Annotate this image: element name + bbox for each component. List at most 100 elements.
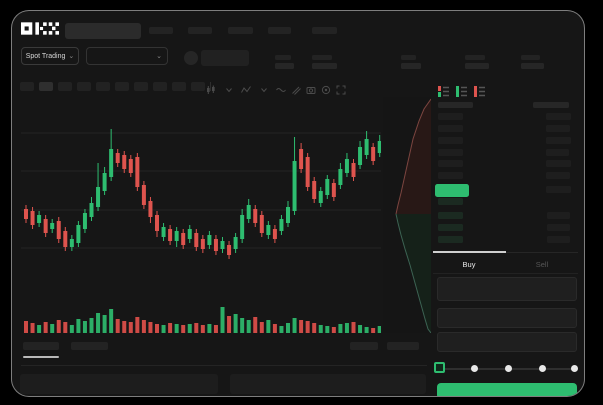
- bottom-tab-placeholder[interactable]: [71, 342, 108, 350]
- bottom-panel-placeholder: [230, 374, 426, 394]
- market-stat: [275, 55, 294, 69]
- pair-name-placeholder: [201, 50, 249, 66]
- bid-size-placeholder: [547, 236, 570, 243]
- timeframe-pill[interactable]: [172, 82, 186, 91]
- settings-icon[interactable]: [321, 82, 331, 95]
- ask-size-placeholder: [546, 172, 570, 179]
- slider-stop-dot[interactable]: [539, 365, 546, 372]
- bid-size-placeholder: [547, 212, 570, 219]
- book-both-icon[interactable]: [438, 84, 449, 97]
- coin-icon: [184, 51, 198, 65]
- market-stat: [465, 55, 489, 69]
- spot-trading-dropdown[interactable]: Spot Trading ⌄: [21, 47, 79, 65]
- buy-tab-active-indicator: [433, 251, 506, 253]
- chevron-down-icon: ⌄: [68, 52, 75, 60]
- toolbar-divider: [210, 82, 211, 91]
- ask-size-placeholder: [546, 160, 571, 167]
- ask-size-placeholder: [546, 149, 569, 156]
- ask-price-placeholder[interactable]: [438, 172, 463, 179]
- ask-size-placeholder: [546, 113, 571, 120]
- orderbook-header-size: [533, 102, 569, 108]
- bid-price-placeholder[interactable]: [438, 212, 463, 219]
- timeframe-pill[interactable]: [77, 82, 91, 91]
- stat-label-placeholder: [521, 55, 540, 60]
- slider-stop-dot[interactable]: [505, 365, 512, 372]
- trade-input-field[interactable]: [437, 332, 577, 352]
- timeframe-pill[interactable]: [115, 82, 129, 91]
- ask-size-placeholder: [546, 125, 570, 132]
- stat-value-placeholder: [401, 63, 421, 69]
- search-input[interactable]: [65, 23, 141, 39]
- camera-icon[interactable]: [306, 82, 316, 94]
- chart-type-icon[interactable]: [206, 82, 216, 94]
- nav-item-placeholder[interactable]: [188, 27, 212, 34]
- trade-form-divider: [433, 273, 578, 274]
- nav-item-placeholder[interactable]: [228, 27, 253, 34]
- tab-sell[interactable]: Sell: [506, 257, 578, 271]
- stat-value-placeholder: [465, 63, 489, 69]
- fullscreen-icon[interactable]: [336, 82, 346, 95]
- chevron-down-icon[interactable]: [224, 82, 234, 93]
- stat-label-placeholder: [465, 55, 485, 60]
- tab-buy[interactable]: Buy: [433, 257, 505, 271]
- timeframe-pill[interactable]: [58, 82, 72, 91]
- timeframe-pill[interactable]: [96, 82, 110, 91]
- stat-value-placeholder: [312, 63, 337, 69]
- book-asks-icon[interactable]: [474, 84, 485, 97]
- buy-tab-label: Buy: [462, 259, 476, 269]
- ask-size-placeholder: [546, 186, 571, 193]
- bid-price-placeholder[interactable]: [438, 198, 463, 205]
- bottom-tab-placeholder[interactable]: [23, 342, 59, 350]
- buy-button[interactable]: [437, 383, 577, 396]
- timeframe-pill[interactable]: [153, 82, 167, 91]
- bottom-panel-placeholder: [20, 374, 218, 394]
- book-bids-icon[interactable]: [456, 84, 467, 97]
- sell-tab-label: Sell: [535, 259, 549, 269]
- bid-price-placeholder[interactable]: [438, 236, 463, 243]
- candlestick-chart[interactable]: [21, 95, 381, 340]
- amount-slider-handle[interactable]: [434, 362, 445, 373]
- chevron-down-icon[interactable]: [259, 82, 269, 93]
- draw-icon[interactable]: [291, 82, 301, 95]
- stat-label-placeholder: [312, 55, 332, 60]
- nav-item-placeholder[interactable]: [149, 27, 173, 34]
- trade-input-field[interactable]: [437, 277, 577, 301]
- timeframe-pill[interactable]: [191, 82, 205, 91]
- stat-label-placeholder: [275, 55, 291, 60]
- timeframe-pill[interactable]: [20, 82, 34, 91]
- timeframe-pill[interactable]: [134, 82, 148, 91]
- bottom-divider: [21, 365, 427, 366]
- timeframe-pill[interactable]: [39, 82, 53, 91]
- stat-label-placeholder: [401, 55, 416, 60]
- bid-price-placeholder[interactable]: [438, 224, 463, 231]
- market-stat: [401, 55, 421, 69]
- pair-select-dropdown[interactable]: ⌄: [86, 47, 168, 65]
- last-price-indicator[interactable]: [435, 184, 469, 197]
- chevron-down-icon: ⌄: [156, 53, 162, 60]
- bottom-action-placeholder[interactable]: [350, 342, 378, 350]
- line-tool-icon[interactable]: [276, 82, 286, 92]
- ask-size-placeholder: [546, 137, 571, 144]
- nav-item-placeholder[interactable]: [268, 27, 291, 34]
- stat-value-placeholder: [521, 63, 544, 69]
- ask-price-placeholder[interactable]: [438, 113, 463, 120]
- ask-price-placeholder[interactable]: [438, 160, 463, 167]
- spot-trading-label: Spot Trading: [25, 52, 66, 60]
- okx-logo-icon: [21, 22, 59, 35]
- bottom-action-placeholder[interactable]: [387, 342, 419, 350]
- okx-logo[interactable]: [21, 22, 59, 35]
- depth-chart: [383, 97, 431, 333]
- trade-input-field[interactable]: [437, 308, 577, 328]
- stat-value-placeholder: [275, 63, 294, 69]
- orderbook-header-price: [438, 102, 473, 108]
- slider-stop-dot[interactable]: [571, 365, 578, 372]
- ask-price-placeholder[interactable]: [438, 125, 463, 132]
- indicators-icon[interactable]: [241, 82, 251, 93]
- ask-price-placeholder[interactable]: [438, 149, 463, 156]
- bottom-tab-active-underline: [23, 356, 59, 358]
- ask-price-placeholder[interactable]: [438, 137, 463, 144]
- slider-stop-dot[interactable]: [471, 365, 478, 372]
- nav-item-placeholder[interactable]: [312, 27, 337, 34]
- market-stat: [312, 55, 337, 69]
